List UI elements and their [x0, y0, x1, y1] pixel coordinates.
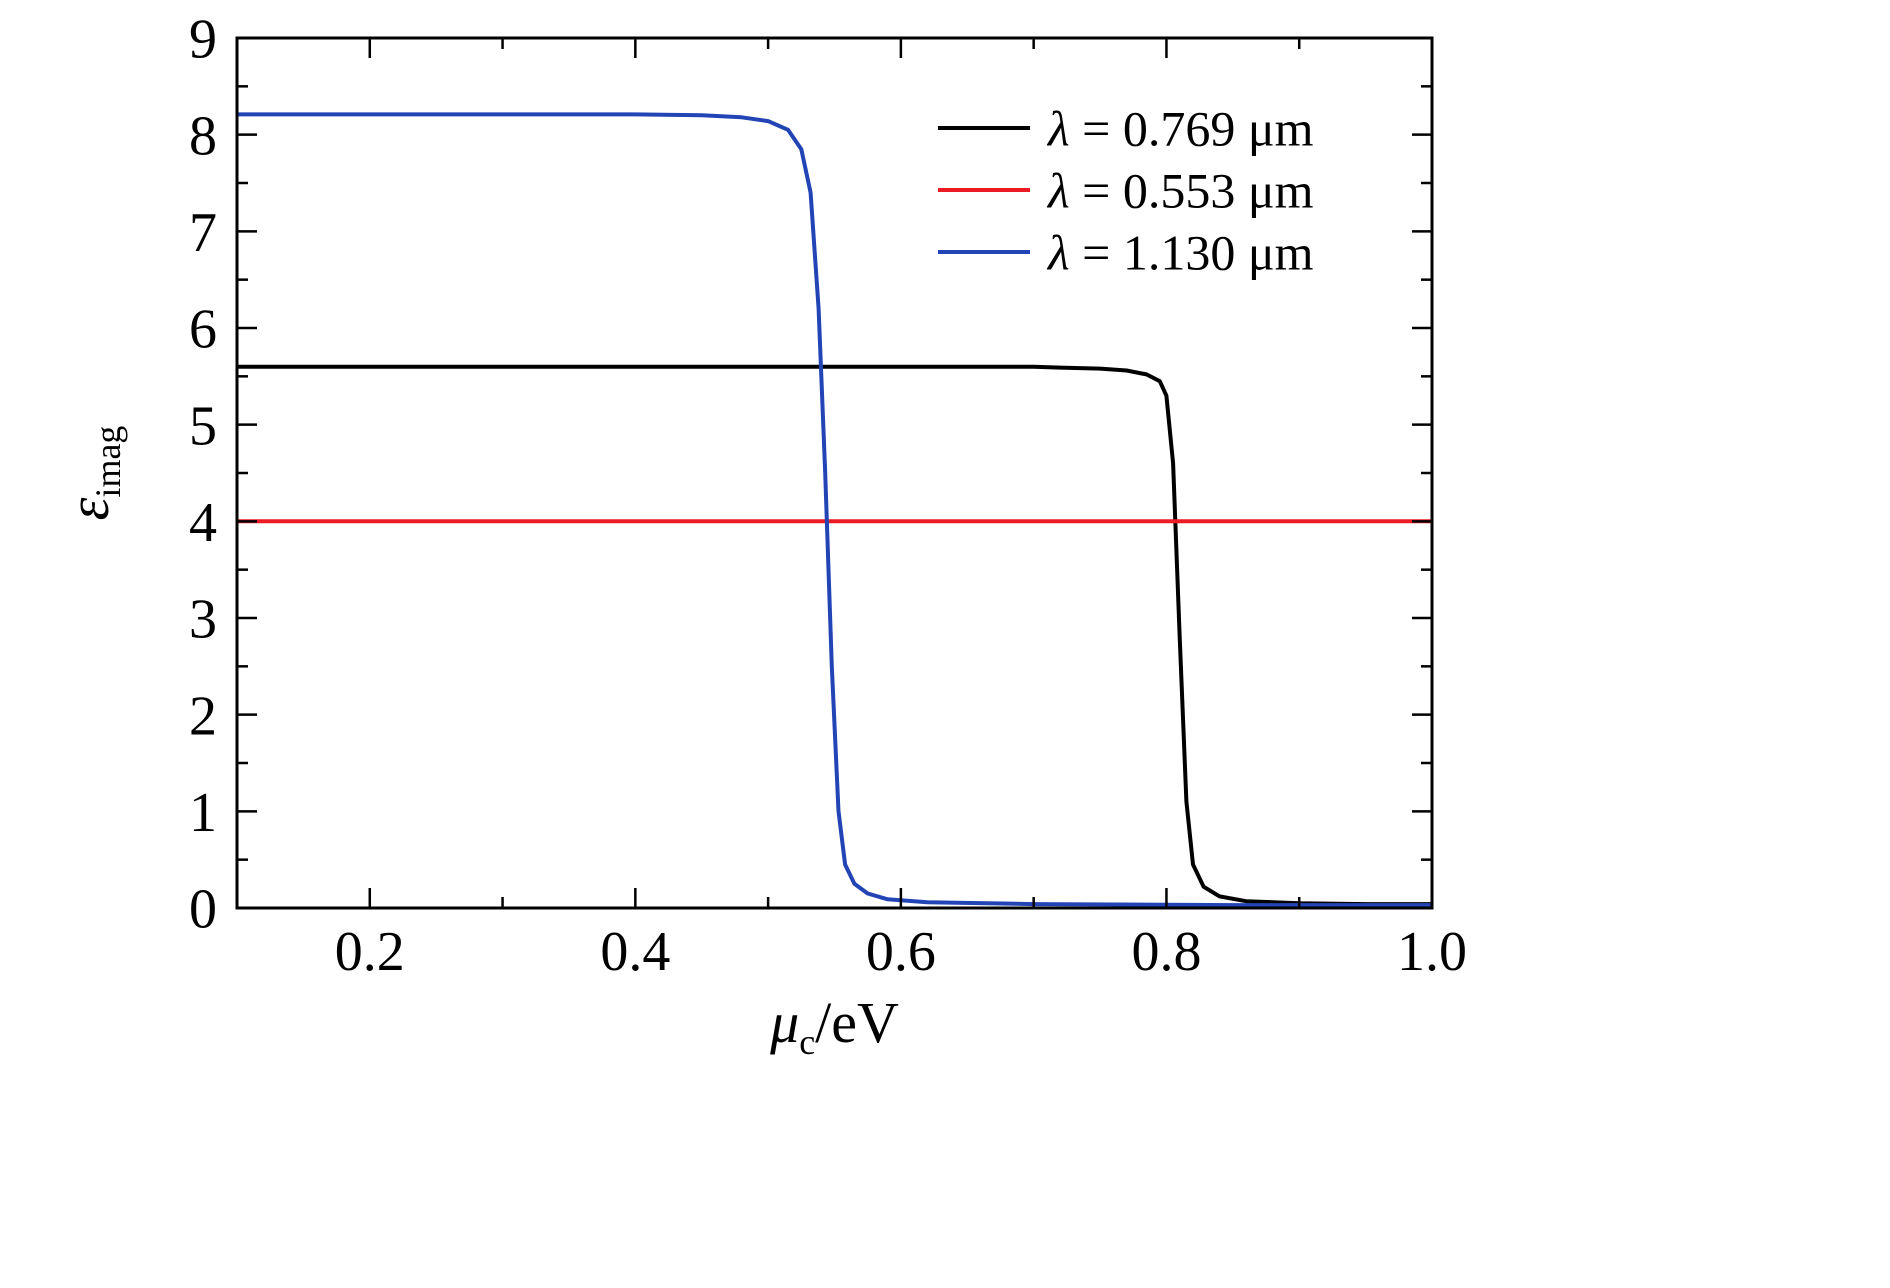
- x-axis-tick-label: 0.4: [600, 921, 670, 983]
- y-axis-tick-label: 5: [189, 395, 217, 457]
- x-axis-title-subscript: c: [799, 1022, 815, 1062]
- y-axis-title-subscript: imag: [88, 426, 128, 498]
- legend-label-symbol: λ: [1046, 163, 1070, 219]
- series-line-2: [237, 112, 1432, 908]
- y-axis-tick-label: 6: [189, 299, 217, 361]
- legend: λ = 0.769 μmλ = 0.553 μmλ = 1.130 μm: [938, 101, 1314, 281]
- y-axis-tick-label: 8: [189, 105, 217, 167]
- x-axis-title-suffix: /eV: [815, 990, 899, 1055]
- legend-label-rest: = 0.553 μm: [1070, 163, 1314, 219]
- y-axis-tick-label: 1: [189, 782, 217, 844]
- y-axis-title: εimag: [56, 426, 128, 521]
- x-axis-tick-label: 0.2: [335, 921, 405, 983]
- legend-label-symbol: λ: [1046, 101, 1070, 157]
- legend-label-1: λ = 0.553 μm: [1046, 163, 1314, 219]
- y-axis-tick-label: 2: [189, 685, 217, 747]
- y-axis-tick-label: 9: [189, 9, 217, 71]
- y-axis-tick-label: 4: [189, 492, 217, 554]
- x-axis-tick-label: 1.0: [1397, 921, 1467, 983]
- legend-label-rest: = 1.130 μm: [1070, 225, 1314, 281]
- ticks-group: [237, 36, 1434, 910]
- series-line-0: [237, 364, 1432, 907]
- legend-label-symbol: λ: [1046, 225, 1070, 281]
- series-group: [237, 112, 1432, 908]
- x-axis-tick-label: 0.8: [1131, 921, 1201, 983]
- y-axis-title-symbol: ε: [56, 497, 121, 520]
- y-axis-tick-label: 3: [189, 589, 217, 651]
- x-axis-title-symbol: μ: [769, 990, 799, 1055]
- x-axis-title: μc/eV: [769, 990, 899, 1062]
- legend-label-2: λ = 1.130 μm: [1046, 225, 1314, 281]
- legend-label-rest: = 0.769 μm: [1070, 101, 1314, 157]
- y-axis-tick-label: 0: [189, 879, 217, 941]
- y-axis-tick-label: 7: [189, 202, 217, 264]
- tick-labels-group: 0.2 0.4 0.6 0.8 1.0 0 1 2 3 4 5 6 7 8 9: [189, 9, 1467, 983]
- legend-label-0: λ = 0.769 μm: [1046, 101, 1314, 157]
- x-axis-tick-label: 0.6: [866, 921, 936, 983]
